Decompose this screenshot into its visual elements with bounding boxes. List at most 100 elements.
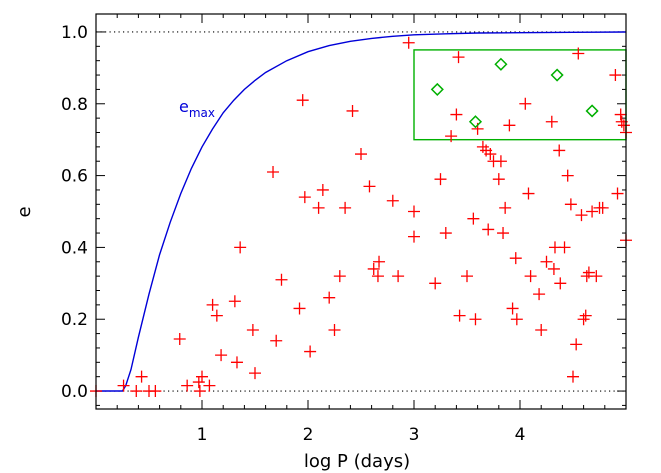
plus-marker — [304, 345, 317, 358]
x-tick-label: 3 — [409, 425, 420, 445]
plus-marker — [267, 166, 280, 178]
plus-marker — [117, 379, 130, 392]
plus-marker — [373, 255, 386, 268]
plus-marker — [328, 324, 341, 336]
plot-frame — [95, 13, 627, 410]
plus-marker — [453, 309, 466, 322]
y-axis-ticks: 0.0 0.2 0.4 0.6 0.8 1.0 — [61, 23, 626, 406]
x-tick-label: 2 — [303, 425, 314, 445]
reference-lines — [96, 31, 626, 392]
plus-marker — [246, 324, 259, 336]
plus-marker — [408, 230, 420, 243]
plus-marker — [367, 262, 380, 275]
plus-marker — [149, 385, 162, 398]
plus-marker — [590, 270, 603, 283]
plus-marker — [130, 385, 143, 398]
plus-marker — [579, 309, 592, 322]
y-tick-label: 0.8 — [61, 95, 88, 115]
plus-marker — [469, 313, 482, 326]
plus-marker — [519, 97, 532, 110]
plus-marker — [497, 227, 510, 240]
plus-marker — [181, 379, 194, 392]
plus-marker — [553, 144, 566, 157]
emax-curve — [96, 31, 627, 392]
plus-marker — [499, 201, 512, 214]
plus-marker — [509, 252, 522, 265]
plus-marker — [196, 370, 208, 383]
plus-marker — [215, 349, 228, 362]
emax-curve-group — [96, 31, 627, 392]
x-tick-label: 1 — [197, 425, 208, 445]
plus-marker — [554, 277, 567, 290]
plus-marker — [461, 270, 473, 283]
plus-marker — [535, 324, 548, 336]
plus-marker — [506, 302, 519, 315]
plus-marker — [298, 191, 311, 204]
plus-markers — [90, 36, 632, 398]
y-tick-label: 0.0 — [61, 382, 88, 402]
plus-marker — [524, 270, 537, 283]
diamond-marker — [468, 115, 483, 129]
plus-marker — [533, 288, 546, 301]
plus-marker — [386, 194, 399, 207]
emax-label-main: e — [179, 97, 189, 116]
plus-marker — [402, 36, 415, 49]
plus-marker — [392, 270, 405, 283]
y-tick-label: 0.6 — [61, 167, 88, 187]
plus-marker — [611, 187, 624, 200]
emax-label: emax — [179, 97, 215, 120]
x-tick-label: 4 — [515, 425, 526, 445]
plus-marker — [234, 241, 247, 254]
plus-marker — [570, 338, 583, 351]
plus-marker — [135, 370, 148, 383]
highlight-box-group — [413, 49, 627, 141]
plus-marker — [429, 277, 442, 290]
y-tick-label: 0.2 — [61, 310, 88, 330]
plus-marker — [203, 379, 216, 392]
x-axis-ticks: 1 2 3 4 — [116, 14, 606, 445]
plus-marker — [408, 205, 420, 218]
plus-marker — [193, 385, 206, 398]
diamond-marker — [550, 68, 564, 82]
plus-marker — [450, 108, 463, 121]
y-tick-label: 1.0 — [61, 23, 88, 43]
plus-marker — [439, 227, 452, 240]
plus-marker — [346, 104, 359, 117]
diamond-marker — [585, 104, 599, 118]
plus-marker — [355, 148, 367, 161]
plus-marker — [572, 47, 585, 60]
plus-marker — [230, 356, 243, 369]
diamond-marker — [494, 57, 508, 71]
plus-marker — [545, 115, 558, 128]
plus-marker — [445, 130, 458, 143]
y-axis-label: e — [14, 206, 35, 217]
plus-marker — [567, 370, 579, 383]
plus-marker — [482, 223, 495, 236]
plus-marker — [206, 298, 219, 311]
plus-marker — [296, 94, 309, 107]
plus-marker — [510, 313, 523, 326]
plus-marker — [452, 51, 465, 64]
plus-marker — [609, 69, 622, 82]
highlight-box — [413, 49, 627, 141]
plus-marker — [270, 334, 283, 347]
plus-marker — [492, 173, 505, 186]
plus-marker — [275, 273, 288, 286]
plus-marker — [228, 295, 241, 308]
plus-marker — [371, 270, 384, 283]
plus-marker — [192, 376, 205, 389]
plus-marker — [558, 241, 571, 254]
plus-marker — [547, 262, 560, 275]
plus-marker — [586, 205, 599, 218]
diamond-markers — [430, 57, 599, 129]
plus-marker — [312, 201, 325, 214]
plus-marker — [582, 266, 595, 279]
plus-marker — [617, 119, 630, 132]
plus-marker — [575, 209, 588, 222]
x-axis-label: log P (days) — [304, 451, 410, 472]
plus-marker — [467, 212, 480, 225]
plus-marker — [494, 155, 507, 168]
plus-marker — [249, 367, 261, 380]
plus-marker — [210, 309, 223, 322]
